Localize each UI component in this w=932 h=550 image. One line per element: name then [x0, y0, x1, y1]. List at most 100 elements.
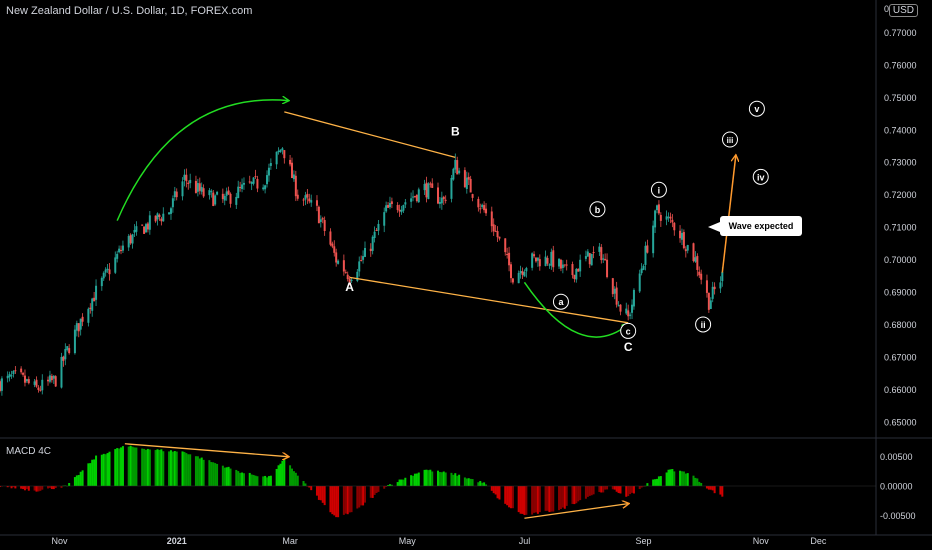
candle-body	[680, 232, 683, 240]
candle-body	[141, 224, 144, 226]
macd-trendline	[524, 504, 628, 519]
candle-body	[277, 150, 280, 153]
candle	[168, 212, 171, 215]
candle	[335, 248, 338, 267]
candle	[425, 176, 428, 203]
macd-bar	[371, 486, 374, 498]
macd-bar	[684, 473, 687, 486]
candle-body	[667, 216, 670, 218]
candle	[6, 371, 9, 383]
macd-bar	[229, 468, 232, 486]
macd-bar	[171, 451, 174, 486]
macd-bar	[160, 449, 163, 486]
wave-label-iv: iv	[752, 168, 769, 185]
candle-body	[358, 261, 361, 272]
macd-bar	[444, 472, 447, 486]
candle	[27, 376, 30, 385]
candle-body	[632, 289, 635, 307]
currency-badge[interactable]: USD	[888, 4, 918, 17]
candle-body	[41, 379, 44, 391]
candle-body	[283, 150, 286, 159]
candle	[669, 212, 672, 224]
macd-bar	[173, 451, 176, 486]
wave-label-circle	[722, 131, 738, 148]
candle-body	[404, 202, 407, 205]
candle	[183, 169, 186, 187]
candle-body	[239, 187, 242, 189]
macd-bar	[469, 478, 472, 486]
candle	[456, 156, 459, 175]
candle	[496, 226, 499, 243]
candle	[225, 187, 228, 201]
macd-bar	[410, 475, 413, 486]
macd-bar	[573, 486, 576, 505]
candle	[156, 212, 159, 226]
candle-body	[143, 226, 146, 234]
macd-bar	[423, 469, 426, 486]
candle-body	[362, 256, 365, 260]
candle-body	[131, 234, 134, 244]
macd-bar	[143, 448, 146, 486]
macd-bar	[598, 486, 601, 492]
candle-body	[469, 178, 472, 193]
candle-body	[60, 356, 63, 388]
candle-body	[631, 304, 634, 313]
macd-bar	[709, 486, 712, 490]
candle	[0, 376, 3, 396]
macd-bar	[108, 451, 111, 486]
wave-label-text: iv	[757, 172, 765, 182]
macd-bar	[14, 486, 17, 489]
macd-bar	[133, 447, 136, 486]
time-tick-label: May	[399, 536, 417, 546]
candle	[438, 197, 441, 209]
candle	[490, 206, 493, 233]
macd-bar	[600, 486, 603, 493]
candle	[437, 182, 439, 205]
candle	[68, 344, 71, 355]
candle-body	[266, 175, 269, 185]
candle-body	[223, 195, 226, 201]
wave-label-text: B	[451, 124, 460, 138]
candle	[291, 157, 293, 179]
macd-bar	[337, 486, 340, 518]
candle-body	[615, 287, 618, 305]
candle-body	[100, 277, 103, 287]
candle-body	[12, 370, 15, 375]
macd-bar	[479, 480, 482, 486]
candle	[711, 281, 714, 303]
macd-bar	[390, 484, 393, 486]
candle-body	[517, 273, 520, 284]
macd-bar	[467, 478, 470, 486]
candle	[264, 184, 267, 194]
macd-bar	[235, 469, 238, 486]
candles	[0, 147, 724, 396]
macd-bar	[437, 470, 439, 486]
candle	[654, 209, 657, 233]
macd-bar	[412, 475, 415, 486]
macd-bar	[60, 486, 63, 488]
macd-bar	[39, 486, 42, 491]
candle	[87, 307, 90, 327]
macd-tick-label: 0.00000	[880, 482, 913, 492]
candle	[250, 181, 253, 191]
candle	[216, 190, 219, 196]
macd-bar	[696, 478, 699, 486]
candle-body	[506, 253, 509, 255]
candle	[148, 210, 151, 235]
candle-body	[402, 205, 405, 211]
candle	[544, 250, 547, 267]
macd-bar	[279, 463, 282, 486]
candle	[696, 253, 699, 277]
macd-bar	[425, 469, 428, 486]
candle-body	[346, 274, 349, 280]
macd-bar	[640, 486, 643, 488]
candle-body	[33, 381, 36, 385]
candle	[173, 186, 176, 201]
candle	[158, 213, 161, 221]
macd-bar	[364, 486, 366, 503]
candle	[396, 202, 399, 213]
macd-bar	[64, 485, 67, 486]
candle	[373, 226, 376, 243]
candle	[79, 318, 82, 336]
